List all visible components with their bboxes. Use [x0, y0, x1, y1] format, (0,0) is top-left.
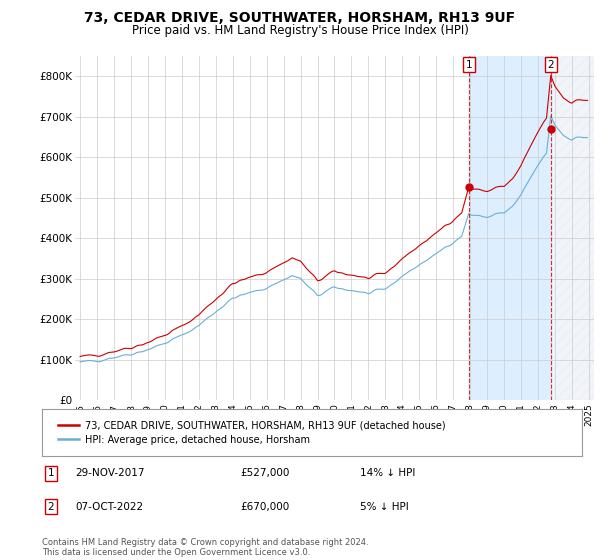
Text: 5% ↓ HPI: 5% ↓ HPI: [360, 502, 409, 512]
Text: 73, CEDAR DRIVE, SOUTHWATER, HORSHAM, RH13 9UF: 73, CEDAR DRIVE, SOUTHWATER, HORSHAM, RH…: [85, 11, 515, 25]
Text: 2: 2: [47, 502, 55, 512]
Text: 2: 2: [547, 59, 554, 69]
Text: £670,000: £670,000: [240, 502, 289, 512]
Text: Contains HM Land Registry data © Crown copyright and database right 2024.
This d: Contains HM Land Registry data © Crown c…: [42, 538, 368, 557]
Text: 07-OCT-2022: 07-OCT-2022: [75, 502, 143, 512]
Text: Price paid vs. HM Land Registry's House Price Index (HPI): Price paid vs. HM Land Registry's House …: [131, 24, 469, 36]
Bar: [469, 56, 551, 400]
Text: 1: 1: [47, 468, 55, 478]
Text: 14% ↓ HPI: 14% ↓ HPI: [360, 468, 415, 478]
Bar: [551, 56, 600, 400]
Legend: 73, CEDAR DRIVE, SOUTHWATER, HORSHAM, RH13 9UF (detached house), HPI: Average pr: 73, CEDAR DRIVE, SOUTHWATER, HORSHAM, RH…: [52, 414, 452, 451]
Text: 29-NOV-2017: 29-NOV-2017: [75, 468, 145, 478]
Text: 1: 1: [466, 59, 472, 69]
Text: £527,000: £527,000: [240, 468, 289, 478]
